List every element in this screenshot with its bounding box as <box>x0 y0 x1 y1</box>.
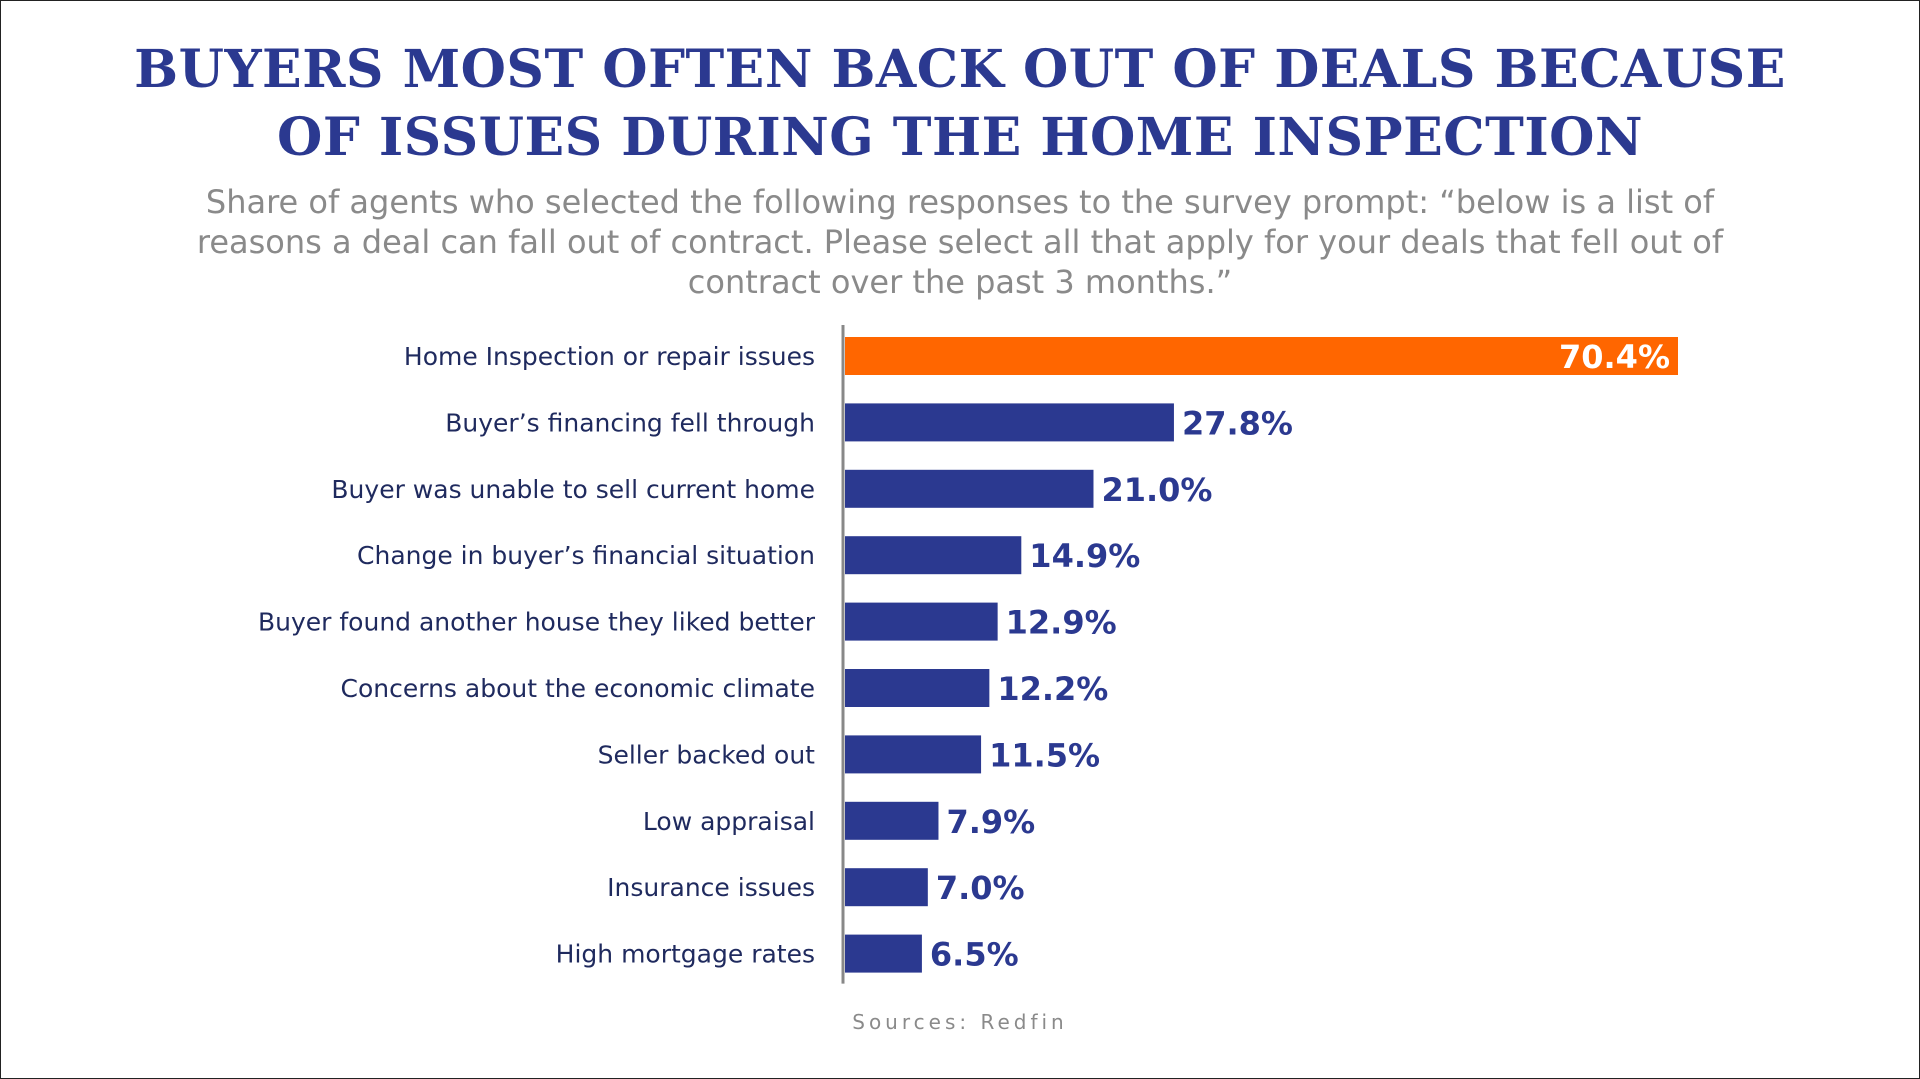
data-label: 70.4% <box>1559 338 1670 376</box>
bar <box>845 735 982 774</box>
category-label: Low appraisal <box>643 807 815 836</box>
source-note: Sources: Redfin <box>852 1010 1068 1034</box>
chart-title: BUYERS MOST OFTEN BACK OUT OF DEALS BECA… <box>0 36 1920 172</box>
bar <box>845 868 928 907</box>
data-label: 7.0% <box>936 869 1025 907</box>
data-label: 21.0% <box>1101 471 1212 509</box>
chart-subtitle: Share of agents who selected the followi… <box>160 182 1760 302</box>
category-label: Home Inspection or repair issues <box>404 342 815 371</box>
bar-highlight <box>845 337 1678 375</box>
category-label: Buyer’s financing fell through <box>445 408 815 437</box>
data-label: 6.5% <box>930 936 1019 974</box>
data-label: 11.5% <box>989 736 1100 774</box>
chart-title-line-1: BUYERS MOST OFTEN BACK OUT OF DEALS BECA… <box>134 39 1786 100</box>
chart-subtitle-line-3: contract over the past 3 months.” <box>687 263 1233 301</box>
bar <box>845 403 1174 442</box>
bar-chart: Home Inspection or repair issues 70.4% Buy… <box>258 325 1678 984</box>
bar <box>845 602 998 641</box>
data-label: 7.9% <box>946 803 1035 841</box>
bar <box>845 801 939 840</box>
category-label: Buyer found another house they liked bet… <box>258 608 816 637</box>
category-label: Insurance issues <box>607 873 815 902</box>
category-label: Concerns about the economic climate <box>341 674 815 703</box>
data-label: 14.9% <box>1029 537 1140 575</box>
bar <box>845 669 990 707</box>
bar <box>845 469 1094 508</box>
data-label: 27.8% <box>1182 404 1293 442</box>
chart-title-line-2: OF ISSUES DURING THE HOME INSPECTION <box>277 107 1643 168</box>
chart-subtitle-line-1: Share of agents who selected the followi… <box>205 183 1715 221</box>
bar <box>845 934 922 973</box>
category-label: Buyer was unable to sell current home <box>331 475 815 504</box>
data-label: 12.9% <box>1006 604 1117 642</box>
bar <box>845 536 1022 575</box>
category-label: Change in buyer’s financial situation <box>357 541 815 570</box>
category-label: Seller backed out <box>598 740 816 769</box>
data-label: 12.2% <box>997 670 1108 708</box>
chart-subtitle-line-2: reasons a deal can fall out of contract.… <box>196 223 1724 261</box>
category-label: High mortgage rates <box>556 940 815 969</box>
